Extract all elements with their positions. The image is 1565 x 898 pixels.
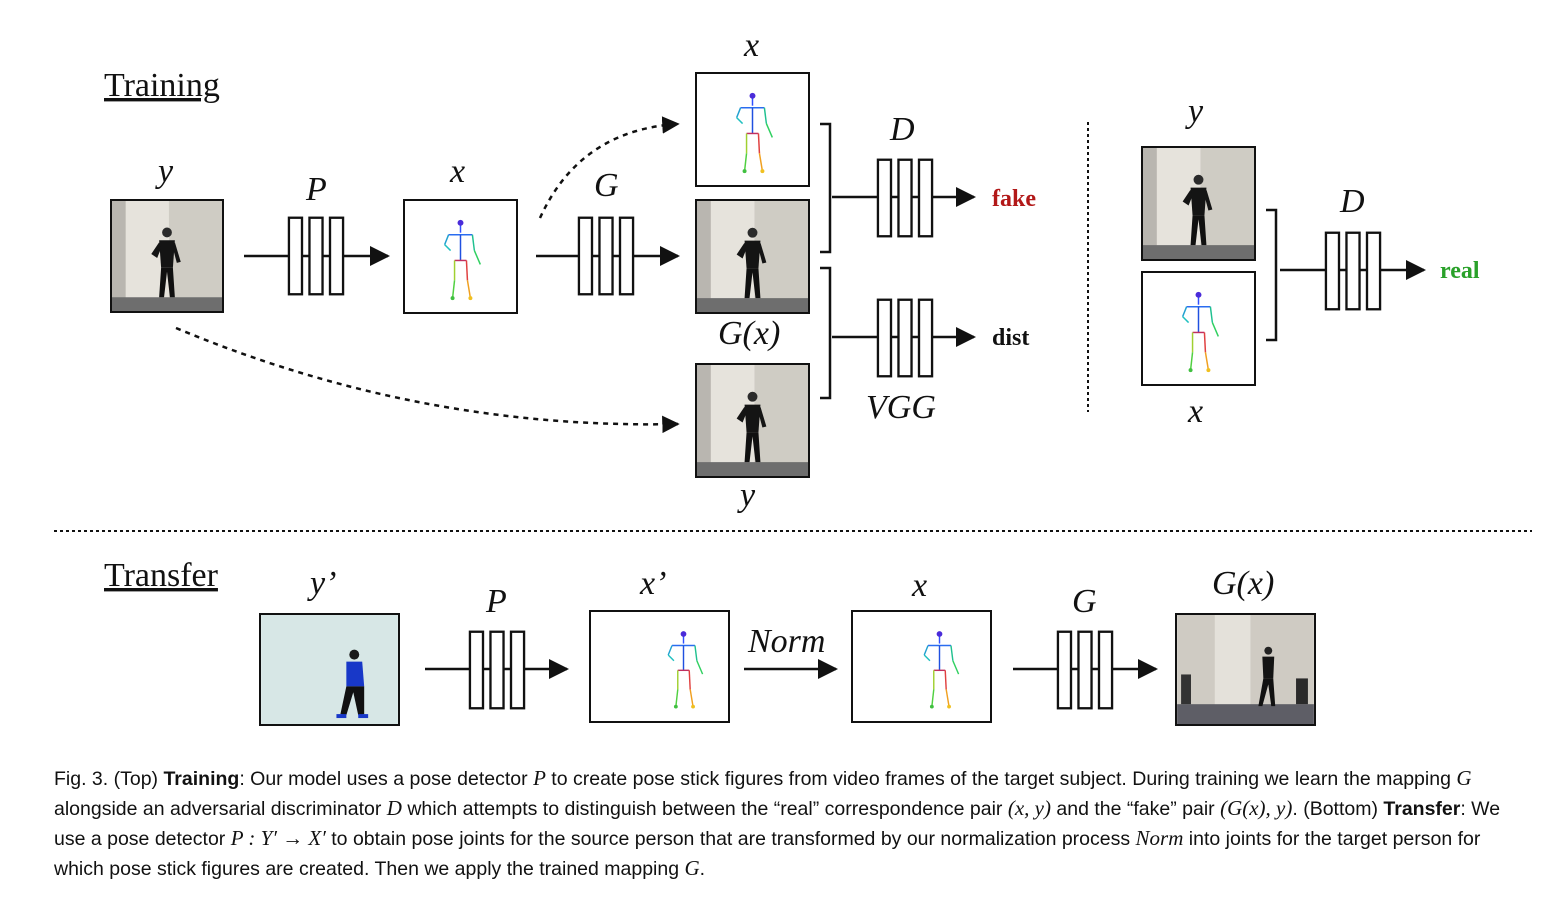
pose-figure (403, 199, 518, 314)
caption-text: to create pose stick figures from video … (545, 768, 1457, 790)
caption-text: and the “fake” pair (1050, 798, 1221, 820)
output-gx-label: G(x) (1212, 565, 1274, 602)
output-photo (1175, 613, 1316, 726)
transfer-generator-block (1056, 630, 1114, 710)
real-discriminator-label: D (1339, 183, 1365, 220)
real-discriminator-block (1324, 231, 1382, 311)
caption-top: (Top) (113, 768, 159, 790)
caption-math: P : Y′ → X′ (230, 826, 326, 850)
source-pose-figure (589, 610, 730, 723)
pose-detector-block (287, 216, 345, 296)
figure-caption: Fig. 3. (Top) Training: Our model uses a… (54, 764, 1524, 884)
caption-transfer-title: Transfer (1383, 798, 1461, 820)
top-pose-x-label: x (743, 27, 759, 64)
caption-training-title: Training (163, 768, 240, 790)
generated-photo (695, 199, 810, 314)
real-pair-pose (1141, 271, 1256, 386)
norm-label: Norm (747, 623, 825, 660)
input-y-label: y (155, 153, 174, 190)
source-photo (259, 613, 400, 726)
real-pair-photo (1141, 146, 1256, 261)
caption-math: (G(x), y) (1220, 796, 1293, 820)
caption-text: alongside an adversarial discriminator (54, 798, 387, 820)
caption-text: : Our model uses a pose detector (239, 768, 534, 790)
caption-text: into joints for the target person for wh… (54, 828, 1481, 880)
caption-math: Norm (1135, 826, 1184, 850)
caption-math: D (386, 796, 402, 820)
transfer-generator-label: G (1072, 583, 1097, 620)
caption-fig-number: Fig. 3. (54, 768, 109, 790)
transfer-pose-detector-label: P (485, 583, 507, 620)
discriminator-block (876, 158, 934, 238)
source-pose-label: x’ (639, 565, 666, 602)
discriminator-label: D (889, 111, 915, 148)
real-photo (695, 363, 810, 478)
pose-x-label: x (449, 153, 465, 190)
section-title-training: Training (104, 67, 220, 104)
top-pose-figure (695, 72, 810, 187)
caption-text: . (Bottom) (1292, 798, 1384, 820)
caption-math: P (533, 766, 546, 790)
real-pair-y-label: y (1185, 93, 1204, 130)
transfer-pose-detector-block (468, 630, 526, 710)
generated-gx-label: G(x) (718, 315, 780, 352)
generator-block (577, 216, 635, 296)
caption-math: (x, y) (1007, 796, 1051, 820)
source-y-prime-label: y’ (307, 565, 336, 602)
caption-text: : We use a pose detector (54, 798, 1501, 850)
vgg-label: VGG (866, 389, 936, 426)
real-pair-x-label: x (1187, 393, 1203, 430)
caption-text: to obtain pose joints for the source per… (325, 828, 1136, 850)
real-label: real (1440, 258, 1480, 284)
target-pose-label: x (911, 567, 927, 604)
pose-detector-label: P (305, 171, 327, 208)
generator-label: G (594, 167, 619, 204)
caption-math: G (684, 856, 700, 880)
caption-text: which attempts to distinguish between th… (401, 798, 1008, 820)
dist-label: dist (992, 325, 1029, 351)
input-photo (110, 199, 224, 313)
fake-label: fake (992, 186, 1036, 212)
vgg-block (876, 298, 934, 378)
caption-math: G (1456, 766, 1472, 790)
caption-text: . (699, 858, 706, 880)
target-pose-figure (851, 610, 992, 723)
section-title-transfer: Transfer (104, 557, 219, 594)
real-y-label: y (737, 477, 756, 514)
